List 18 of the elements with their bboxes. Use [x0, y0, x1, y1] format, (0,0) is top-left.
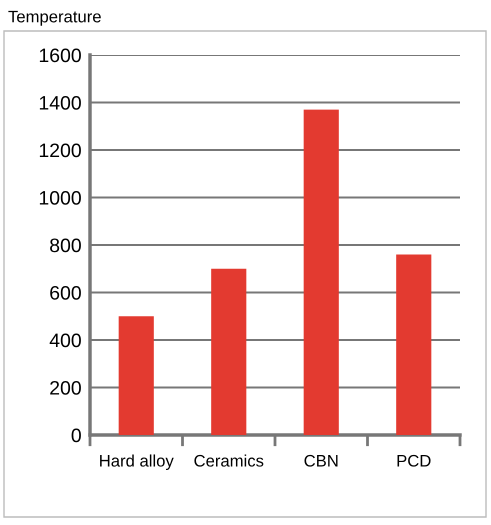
- y-tick-label: 1200: [40, 143, 81, 158]
- bar: [304, 110, 339, 435]
- y-tick-label: 800: [50, 238, 81, 252]
- bar: [396, 254, 432, 435]
- y-tick-label: 1600: [40, 48, 81, 62]
- y-tick-label: 600: [50, 286, 81, 300]
- y-tick-label: 1000: [40, 190, 81, 205]
- y-tick-label: 200: [50, 380, 81, 395]
- y-axis-title: Temperature: [8, 10, 101, 26]
- x-tick-label: Hard alloy: [100, 454, 174, 470]
- y-tick-label: 400: [50, 333, 81, 348]
- y-tick-label: 0: [72, 428, 81, 442]
- x-tick-label: CBN: [304, 454, 338, 467]
- x-tick-label: PCD: [398, 454, 431, 467]
- x-tick-label: Ceramics: [194, 454, 264, 467]
- bar: [118, 316, 154, 435]
- bar: [211, 268, 246, 435]
- y-tick-label: 1400: [40, 96, 81, 110]
